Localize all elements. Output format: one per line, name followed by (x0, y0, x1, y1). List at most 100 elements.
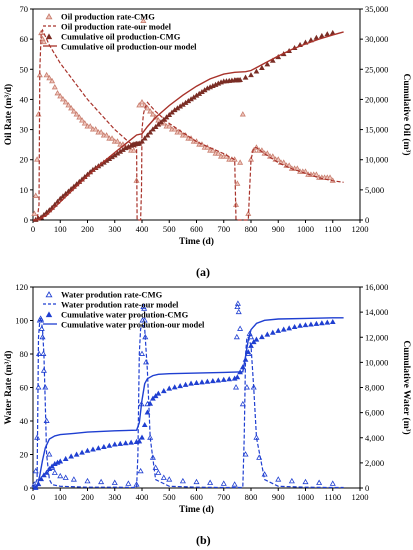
legend-entry: Water prodution rate-CMG (61, 290, 163, 300)
data-point (242, 451, 249, 457)
legend-entry: Cumulative water prodution-CMG (61, 310, 189, 320)
data-point (62, 474, 69, 480)
data-point (34, 156, 41, 162)
x-tick-label: 1100 (324, 224, 341, 234)
data-point (140, 17, 147, 24)
data-point (166, 111, 173, 117)
legend-entry: Water prodution rate-our model (61, 300, 179, 310)
legend-entry: Cumulative water prodution-our model (61, 320, 205, 330)
series-1 (33, 28, 344, 221)
data-point (155, 390, 162, 396)
legend-entry: Oil production rate-our model (61, 22, 172, 32)
data-point (193, 379, 200, 385)
data-point (179, 477, 186, 484)
data-point (253, 336, 260, 342)
data-point (147, 129, 154, 135)
data-point (171, 384, 178, 390)
x-tick-label: 800 (245, 492, 258, 502)
series-2 (32, 29, 336, 222)
data-point (70, 108, 77, 114)
data-point (109, 135, 116, 141)
data-point (46, 465, 53, 472)
y-left-tick-label: 50 (20, 64, 29, 74)
data-point (280, 159, 287, 165)
data-point (147, 400, 154, 406)
data-point (158, 119, 164, 125)
y-left-tick-label: 20 (20, 450, 29, 460)
y-right-tick-label: 10,000 (365, 357, 388, 367)
x-tick-label: 700 (217, 492, 230, 502)
data-point (239, 111, 246, 117)
y-right-tick-label: 0 (365, 215, 369, 225)
x-tick-label: 700 (217, 224, 230, 234)
series-3 (32, 317, 344, 489)
series-line (32, 319, 344, 489)
data-point (204, 378, 211, 384)
data-point (308, 321, 314, 327)
data-point (111, 479, 118, 485)
data-point (166, 123, 173, 129)
y-right-tick-label: 5,000 (365, 185, 384, 195)
x-tick-label: 200 (81, 492, 94, 502)
data-point (149, 111, 156, 117)
x-tick-label: 1200 (352, 492, 369, 502)
x-tick-label: 1000 (297, 224, 314, 234)
data-point (54, 89, 61, 96)
data-point (182, 381, 189, 387)
data-point (177, 383, 184, 389)
x-tick-label: 100 (54, 492, 67, 502)
y-right-axis-label: Cumulative Oil (m³) (401, 73, 412, 155)
data-point (81, 120, 88, 126)
y-left-axis-label: Oil Rate (m³/d) (3, 84, 14, 145)
data-point (280, 326, 287, 332)
y-right-tick-label: 8,000 (365, 383, 384, 393)
data-point (215, 150, 222, 156)
y-left-tick-label: 70 (20, 4, 29, 14)
y-left-tick-label: 20 (20, 155, 29, 165)
data-point (144, 132, 151, 138)
data-point (95, 445, 102, 451)
x-tick-label: 0 (31, 492, 35, 502)
data-point (42, 384, 49, 390)
data-point (207, 479, 214, 485)
y-left-tick-label: 40 (20, 94, 29, 104)
data-point (43, 71, 50, 78)
data-point (269, 153, 276, 159)
data-point (117, 440, 124, 446)
legend-entry: Cumulative oil production-CMG (61, 32, 181, 42)
legend-marker (45, 291, 53, 298)
x-tick-label: 800 (245, 224, 258, 234)
data-point (84, 447, 91, 453)
data-point (324, 31, 331, 37)
data-point (155, 121, 162, 127)
data-point (286, 162, 293, 168)
y-right-tick-label: 6,000 (365, 408, 384, 418)
x-tick-label: 300 (108, 224, 121, 234)
data-point (70, 476, 77, 482)
data-point (220, 480, 227, 486)
data-point (264, 331, 271, 337)
chart-panel-a: 0 100 200 300 400 500 600 700 800 900 1000 1100 1200… (3, 4, 412, 247)
data-point (76, 114, 83, 120)
legend-marker (45, 13, 53, 20)
data-point (122, 440, 129, 446)
series-line (33, 28, 344, 221)
data-point (147, 108, 154, 114)
data-point (316, 479, 323, 485)
y-left-tick-label: 120 (15, 282, 28, 292)
data-point (188, 380, 194, 386)
x-tick-label: 400 (136, 492, 149, 502)
data-point (51, 469, 58, 475)
data-point (92, 126, 99, 132)
data-point (318, 320, 325, 326)
data-point (144, 105, 151, 111)
data-point (239, 400, 246, 407)
y-left-tick-label: 0 (24, 215, 28, 225)
x-axis-label: Time (d) (179, 236, 214, 247)
y-right-tick-label: 16,000 (365, 282, 388, 292)
data-point (128, 439, 134, 445)
data-point (209, 147, 216, 153)
data-point (57, 195, 64, 201)
data-point (79, 449, 85, 455)
